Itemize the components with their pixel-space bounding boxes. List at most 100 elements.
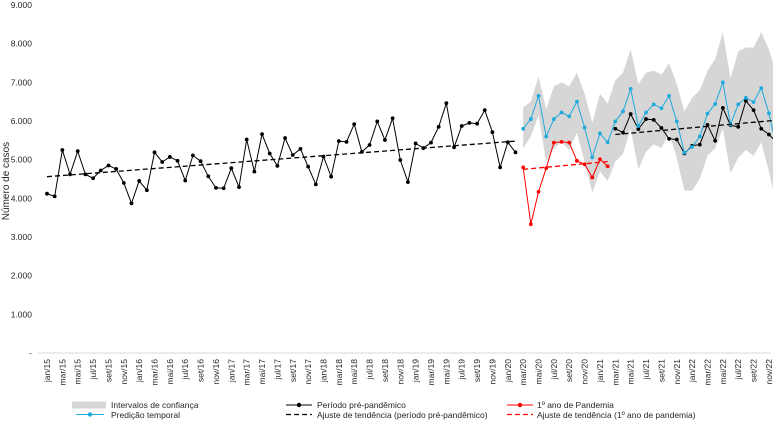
- predicao-temporal-point: [667, 93, 671, 98]
- periodo-pre-pandemico-point: [252, 169, 257, 174]
- x-tick-label: mar/22: [702, 359, 712, 386]
- periodo-pre-pandemico-point: [767, 132, 771, 137]
- periodo-pre-pandemico-line: [615, 99, 773, 155]
- periodo-pre-pandemico-point: [406, 180, 410, 184]
- periodo-pre-pandemico-point: [45, 191, 49, 196]
- legend-pre-label: Período pré-pandêmico: [317, 400, 406, 410]
- periodo-pre-pandemico-point: [659, 126, 664, 130]
- periodo-pre-pandemico-point: [329, 174, 334, 179]
- x-tick-label: set/17: [288, 359, 298, 382]
- periodo-pre-pandemico-point: [260, 132, 264, 137]
- predicao-temporal-point: [575, 99, 579, 104]
- periodo-pre-pandemico-point: [398, 158, 403, 162]
- predicao-temporal-point: [759, 86, 764, 91]
- periodo-pre-pandemico-point: [60, 148, 65, 152]
- 1-ano-de-pandemia-point: [590, 175, 595, 180]
- y-tick-label: 4.000: [11, 193, 33, 203]
- periodo-pre-pandemico-point: [152, 150, 157, 155]
- x-tick-label: mar/19: [426, 359, 436, 386]
- periodo-pre-pandemico-point: [91, 176, 95, 181]
- predicao-temporal-point: [567, 114, 572, 119]
- periodo-pre-pandemico-point: [267, 151, 272, 156]
- predicao-temporal-point: [628, 87, 633, 91]
- periodo-pre-pandemico-point: [336, 139, 341, 144]
- periodo-pre-pandemico-point: [628, 112, 633, 116]
- periodo-pre-pandemico-point: [713, 138, 718, 143]
- periodo-pre-pandemico-point: [367, 143, 372, 147]
- x-tick-label: nov/15: [119, 359, 129, 385]
- x-tick-label: jul/21: [641, 359, 651, 381]
- x-axis: jan/15 mar/15 mai/15 jul/15 set/15 nov/15 jan/…: [42, 359, 773, 386]
- 1-ano-de-pandemia-point: [567, 140, 572, 145]
- periodo-pre-pandemico-point: [114, 167, 119, 171]
- periodo-pre-pandemico-point: [490, 130, 495, 135]
- legend-pand-marker: [517, 402, 523, 408]
- 1-ano-de-pandemia-point: [575, 158, 579, 163]
- periodo-pre-pandemico-point: [83, 172, 88, 177]
- periodo-pre-pandemico-point: [644, 117, 648, 121]
- y-tick-label: 1.000: [11, 309, 33, 319]
- 1-ano-de-pandemia-point: [528, 222, 533, 227]
- x-tick-label: jan/19: [411, 359, 421, 383]
- predicao-temporal-point: [659, 106, 664, 111]
- trend-line: [46, 140, 516, 178]
- periodo-pre-pandemico-point: [636, 127, 641, 132]
- periodo-pre-pandemico-point: [459, 124, 464, 128]
- x-tick-label: nov/16: [211, 359, 221, 385]
- periodo-pre-pandemico-point: [383, 138, 387, 142]
- periodo-pre-pandemico-point: [98, 168, 103, 173]
- periodo-pre-pandemico-point: [313, 182, 318, 187]
- periodo-pre-pandemico-point: [375, 119, 380, 124]
- predicao-temporal-point: [636, 124, 641, 128]
- x-tick-label: set/18: [380, 359, 390, 382]
- y-tick-label: -: [29, 348, 32, 358]
- predicao-temporal-point: [613, 119, 618, 124]
- 1-ano-de-pandemia-line: [522, 141, 608, 225]
- periodo-pre-pandemico-point: [52, 194, 57, 199]
- x-tick-label: set/22: [749, 359, 759, 382]
- x-tick-label: jul/17: [272, 359, 282, 381]
- x-tick-label: jan/16: [134, 359, 144, 383]
- periodo-pre-pandemico-point: [191, 153, 195, 158]
- predicao-temporal-point: [720, 80, 725, 85]
- periodo-pre-pandemico-point: [283, 136, 287, 140]
- periodo-pre-pandemico-point: [290, 153, 295, 157]
- legend: Intervalos de confiança Predição tempora…: [72, 400, 696, 420]
- predicao-temporal-line: [522, 80, 773, 160]
- y-tick-label: 6.000: [11, 116, 33, 126]
- x-tick-label: jan/18: [318, 359, 328, 383]
- x-tick-label: jan/15: [42, 359, 52, 383]
- predicao-temporal-point: [536, 93, 541, 98]
- x-tick-label: jan/22: [687, 359, 697, 383]
- predicao-temporal-point: [651, 102, 656, 107]
- predicao-temporal-point: [551, 117, 556, 121]
- x-tick-label: mar/17: [242, 359, 252, 386]
- x-tick-label: mai/15: [73, 359, 83, 385]
- predicao-temporal-point: [674, 119, 679, 124]
- predicao-temporal-point: [751, 100, 756, 104]
- periodo-pre-pandemico-point: [751, 108, 756, 113]
- periodo-pre-pandemico-point: [275, 163, 280, 168]
- y-tick-label: 2.000: [11, 271, 33, 281]
- legend-pre-marker: [296, 402, 302, 408]
- periodo-pre-pandemico-point: [206, 174, 211, 179]
- periodo-pre-pandemico-point: [352, 122, 357, 126]
- legend-pand-label: 1º ano de Pandemia: [537, 400, 614, 410]
- predicao-temporal-point: [767, 111, 771, 116]
- x-tick-label: jan/20: [503, 359, 513, 383]
- periodo-pre-pandemico-point: [667, 136, 671, 141]
- y-tick-label: 7.000: [11, 77, 33, 87]
- x-tick-label: nov/19: [487, 359, 497, 385]
- trend-line: [615, 119, 773, 136]
- predicao-temporal-point: [736, 102, 741, 107]
- 1-ano-de-pandemia-point: [536, 189, 541, 194]
- x-tick-label: nov/22: [764, 359, 773, 385]
- periodo-pre-pandemico-point: [244, 137, 249, 142]
- predicao-temporal-point: [590, 155, 595, 160]
- periodo-pre-pandemico-point: [697, 142, 702, 147]
- periodo-pre-pandemico-point: [344, 139, 349, 144]
- periodo-pre-pandemico-point: [106, 163, 111, 168]
- periodo-pre-pandemico-point: [175, 158, 180, 163]
- predicao-temporal-point: [690, 145, 695, 149]
- x-tick-label: nov/17: [303, 359, 313, 385]
